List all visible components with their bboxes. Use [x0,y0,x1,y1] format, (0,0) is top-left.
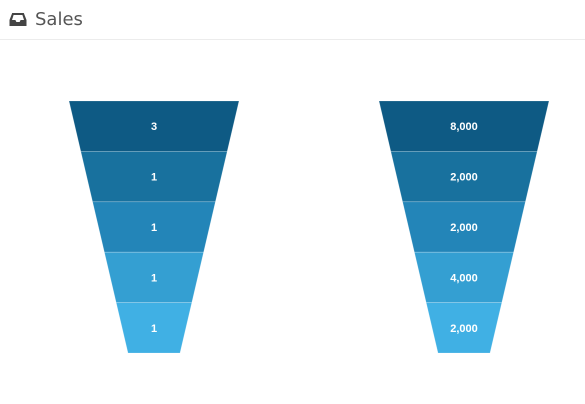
funnel-1-label-5: 1 [151,323,157,335]
funnel-svg: 3 1 1 1 1 8,000 2,000 2,000 4,000 2,000 [68,100,550,354]
funnel-charts: 3 1 1 1 1 8,000 2,000 2,000 4,000 2,000 [0,41,585,404]
panel-title: Sales [35,9,83,30]
funnel-2-segment-5[interactable] [425,302,503,354]
funnel-2-label-1: 8,000 [450,121,478,133]
panel-header: Sales [0,0,585,40]
funnel-2-label-3: 2,000 [450,222,478,234]
funnel-2-label-4: 4,000 [450,272,478,284]
funnel-2-label-5: 2,000 [450,323,478,335]
inbox-icon [9,12,27,28]
funnel-1-label-3: 1 [151,222,157,234]
funnel-2-label-2: 2,000 [450,172,478,184]
funnel-1-label-1: 3 [151,121,157,133]
funnel-1-label-2: 1 [151,172,157,184]
funnel-1-label-4: 1 [151,272,157,284]
funnel-1-segment-5[interactable] [115,302,193,354]
